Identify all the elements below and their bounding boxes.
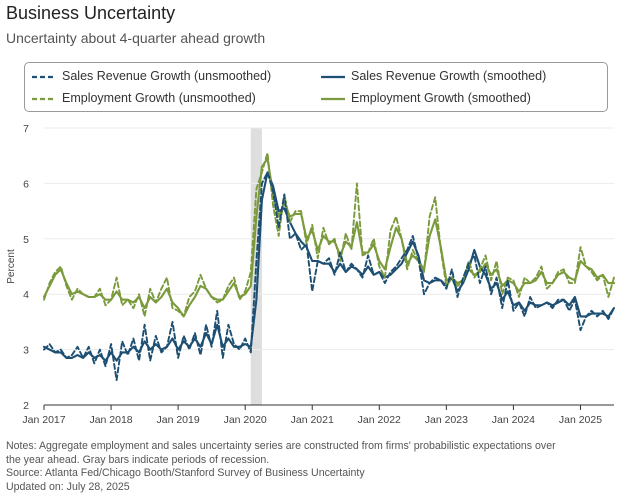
notes-line-1: Notes: Aggregate employment and sales un… [6, 440, 556, 452]
x-tick-label: Jan 2021 [291, 414, 334, 426]
x-tick-label: Jan 2017 [22, 414, 65, 426]
series-line-employment-growth-unsmoothed [43, 151, 615, 318]
series-line-sales-revenue-growth-unsmoothed [43, 171, 615, 382]
chart-title: Business Uncertainty [6, 3, 176, 23]
y-tick-label: 6 [23, 178, 29, 190]
series-line-employment-growth-smoothed [42, 157, 616, 318]
y-tick-label: 7 [23, 123, 29, 135]
legend-label: Sales Revenue Growth (unsmoothed) [62, 69, 272, 83]
dashed-line-swatch-icon [32, 97, 56, 101]
x-tick-label: Jan 2024 [492, 414, 535, 426]
x-tick-label: Jan 2025 [559, 414, 602, 426]
y-tick-label: 4 [23, 289, 29, 301]
legend: Sales Revenue Growth (unsmoothed) Sales … [24, 62, 608, 112]
updated-text: Updated on: July 28, 2025 [6, 480, 130, 493]
source-text: Source: Atlanta Fed/Chicago Booth/Stanfo… [6, 467, 365, 480]
legend-label: Employment Growth (smoothed) [351, 91, 531, 105]
legend-label: Sales Revenue Growth (smoothed) [351, 69, 547, 83]
x-tick-label: Jan 2019 [157, 414, 200, 426]
notes-line-2: the year ahead. Gray bars indicate perio… [6, 453, 270, 466]
x-tick-label: Jan 2023 [425, 414, 468, 426]
solid-line-swatch-icon [321, 97, 345, 101]
series-line-sales-revenue-growth-smoothed [42, 171, 616, 362]
notes: Notes: Aggregate employment and sales un… [6, 440, 616, 494]
x-tick-label: Jan 2022 [358, 414, 401, 426]
legend-label: Employment Growth (unsmoothed) [62, 91, 256, 105]
solid-line-swatch-icon [321, 75, 345, 79]
y-axis-label: Percent [6, 249, 17, 284]
x-tick-label: Jan 2020 [224, 414, 267, 426]
y-tick-label: 2 [23, 400, 29, 412]
line-chart: 2 3 4 5 6 7 Jan 2017 Jan 2018 Jan 2019 Jan 2020 Ja… [6, 123, 616, 426]
x-tick-label: Jan 2018 [89, 414, 132, 426]
y-tick-label: 5 [23, 234, 29, 246]
chart-subtitle: Uncertainty about 4-quarter ahead growth [6, 30, 266, 46]
dashed-line-swatch-icon [32, 75, 56, 79]
y-tick-label: 3 [23, 345, 29, 357]
